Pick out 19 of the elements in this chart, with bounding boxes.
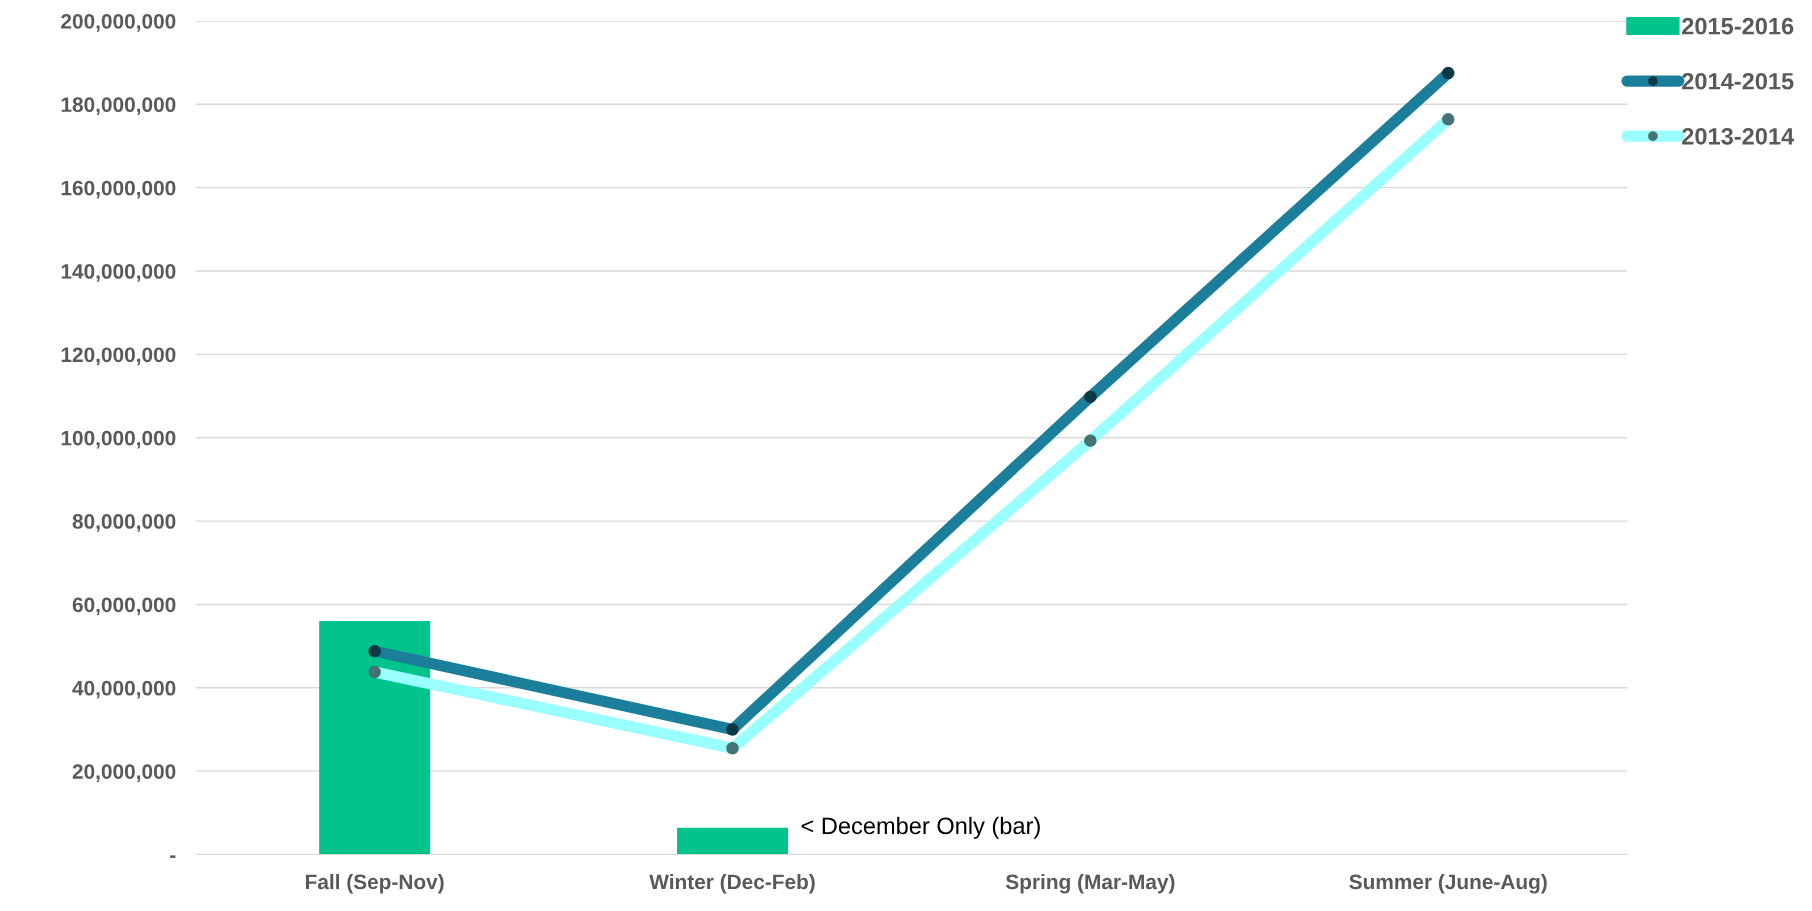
y-tick-label: - [170,855,176,858]
x-tick-label: Spring (Mar-May) [1005,873,1175,894]
legend-label: 2013-2014 [1682,127,1795,145]
y-tick-label: 120,000,000 [61,347,176,366]
y-tick-label: 40,000,000 [72,680,176,699]
y-tick-label: 100,000,000 [61,430,176,449]
legend-label: 2014-2015 [1682,72,1794,90]
y-tick-label: 200,000,000 [61,13,176,32]
legend-label: 2015-2016 [1682,17,1794,35]
y-tick-label: 180,000,000 [61,97,176,116]
y-tick-label: 60,000,000 [72,597,176,616]
x-tick-label: Summer (June-Aug) [1349,873,1547,894]
annotation: < December Only (bar) [801,816,1040,839]
y-tick-label: 140,000,000 [61,264,176,282]
x-tick-label: Fall (Sep-Nov) [306,873,444,894]
y-tick-label: 80,000,000 [72,514,176,532]
y-tick-label: 20,000,000 [72,764,176,782]
x-tick-label: Winter (Dec-Feb) [649,873,815,894]
y-tick-label: 160,000,000 [61,180,176,199]
